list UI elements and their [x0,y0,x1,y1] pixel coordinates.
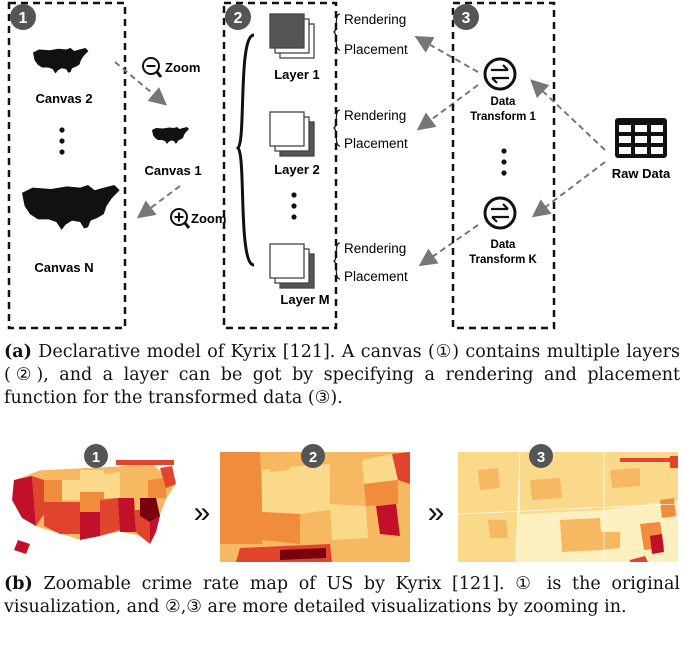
raw-data-label: Raw Data [612,166,671,181]
caption-a-text: Declarative model of Kyrix [121]. A canv… [4,342,680,408]
svg-text:3: 3 [537,449,545,466]
zoom-arrow-down [114,61,168,106]
arrow-t1-to-layer2 [416,84,479,131]
layers-brace [235,33,255,267]
separator-1: » [194,496,211,529]
figure-b: 1 » 2 » [8,444,679,563]
raw-data-table-icon [615,118,667,158]
badge-1: 1 [10,4,36,30]
caption-b-text: Zoomable crime rate map of US by Kyrix [… [4,574,680,617]
arrow-raw-to-t1 [530,79,606,151]
transform-1-line2: Transform 1 [470,111,536,123]
separator-2: » [428,496,445,529]
svg-text:1: 1 [19,10,28,27]
canvas-2-map [33,48,89,74]
map-1: 1 [8,444,183,560]
svg-text:Placement: Placement [344,269,408,284]
canvas-n-map [22,185,120,230]
map-3: 3 [457,444,679,563]
caption-b-tag: (b) [4,574,33,594]
arrow-t1-to-layer1 [414,36,479,73]
zoom-arrow-up [136,185,181,219]
transform-box [451,1,556,330]
svg-text:Placement: Placement [344,136,408,151]
svg-text:1: 1 [92,449,100,466]
svg-text:Rendering: Rendering [344,12,406,27]
map-2: 2 [220,444,410,562]
svg-text:Rendering: Rendering [344,108,406,123]
caption-a: (a) Declarative model of Kyrix [121]. A … [4,341,680,410]
layer-1-label: Layer 1 [274,67,320,82]
rp-group-3: Rendering Placement [332,241,408,284]
layer-m-label: Layer M [280,292,329,307]
canvas-1-label: Canvas 1 [144,163,201,178]
zoom-out-icon [142,57,163,78]
layer-1-stack [269,13,315,59]
svg-text:3: 3 [462,10,471,27]
canvas-box [7,1,127,330]
rp-group-2: Rendering Placement [332,108,408,151]
canvas-1-map [152,127,189,144]
badge-2: 2 [225,4,251,30]
badge-3: 3 [453,4,479,30]
svg-text:2: 2 [309,449,317,466]
transform-1-line1: Data [491,96,517,108]
caption-a-tag: (a) [4,342,32,362]
canvas-2-label: Canvas 2 [35,91,92,106]
zoom-out-label: Zoom [165,60,200,75]
svg-text:Rendering: Rendering [344,241,406,256]
zoom-in-icon [170,208,191,229]
layer-2-stack [269,111,315,157]
zoom-in-label: Zoom [191,211,226,226]
arrow-raw-to-tk [531,161,606,218]
arrow-tk-to-layerm [418,224,479,267]
layer-m-stack [269,243,315,289]
svg-text:2: 2 [234,10,243,27]
transform-k-line1: Data [491,239,517,251]
figure-a: 1 Canvas 2 Canvas N Zoom Canvas 1 Zoom 2… [7,1,671,330]
transform-1-icon [483,57,517,91]
transform-k-icon [483,196,517,230]
layer-2-label: Layer 2 [274,162,320,177]
vertical-dots [59,127,65,155]
transform-dots [501,148,507,176]
canvas-n-label: Canvas N [34,260,93,275]
caption-b: (b) Zoomable crime rate map of US by Kyr… [4,573,680,619]
rp-group-1: Rendering Placement [332,12,408,57]
layer-box [222,1,338,330]
layer-dots [291,192,297,220]
transform-k-line2: Transform K [469,254,537,266]
svg-text:Placement: Placement [344,42,408,57]
